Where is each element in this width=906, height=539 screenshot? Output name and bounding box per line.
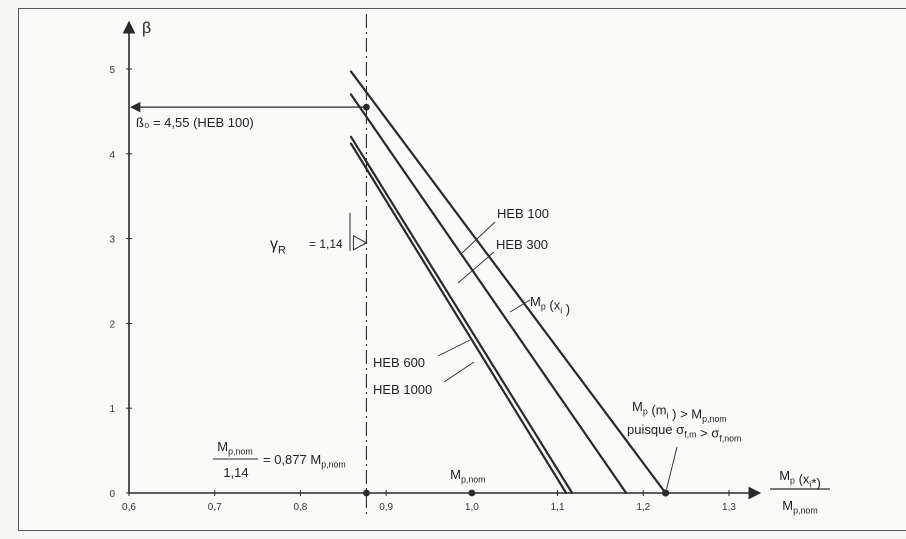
label-mp-xi: Mp (xi ) xyxy=(530,294,570,316)
leader-condition xyxy=(666,446,678,490)
y-tick-label: 1 xyxy=(109,404,115,415)
leader-heb1000 xyxy=(443,361,475,383)
beta0-label: ß₀ = 4,55 (HEB 100) xyxy=(136,115,254,130)
mp-nom-point xyxy=(468,489,476,497)
y-axis-label: β xyxy=(142,20,151,37)
y-tick-label: 3 xyxy=(109,235,115,246)
label-heb100: HEB 100 xyxy=(497,206,549,221)
beta0-point xyxy=(363,103,370,111)
axes: 0,6 0,7 0,8 0,9 1,0 1,1 1,2 1,3 0 1 2 3 4 5 β Mp (xi*) M… xyxy=(109,14,830,518)
leader-heb300 xyxy=(457,251,495,284)
x-tick-label: 1,1 xyxy=(551,502,565,513)
x-tick-label: 0,7 xyxy=(208,502,222,513)
series-line-heb600 xyxy=(349,135,574,495)
condition-line1: Mp (mi ) > Mp,nom xyxy=(632,399,727,424)
gamma-r-symbol: γR xyxy=(270,236,286,256)
label-heb300: HEB 300 xyxy=(496,237,548,252)
mp-nom-label: Mp,nom xyxy=(450,467,485,485)
series-line-heb100 xyxy=(349,70,667,495)
x-tick-label: 1,3 xyxy=(722,502,736,513)
x-tick-label: 1,0 xyxy=(465,502,479,513)
gamma-r-triangle xyxy=(352,235,368,251)
endpoint-heb100 xyxy=(661,489,670,497)
leader-heb100 xyxy=(461,221,496,254)
y-tick-label: 4 xyxy=(109,150,115,161)
x-tick-label: 0,6 xyxy=(122,502,136,513)
ratio-denominator: 1,14 xyxy=(223,465,248,480)
y-tick-label: 2 xyxy=(109,319,115,330)
x-tick-label: 0,8 xyxy=(293,502,307,513)
leader-heb600 xyxy=(437,339,471,357)
ratio-numerator: Mp,nom xyxy=(217,439,252,457)
series-line-heb1000 xyxy=(349,142,568,495)
x-axis-label-denominator: Mp,nom xyxy=(782,498,817,516)
gamma-r-value: = 1,14 xyxy=(309,237,343,251)
series-line-heb300 xyxy=(349,93,628,495)
reference-point-axis xyxy=(363,489,370,497)
label-heb600: HEB 600 xyxy=(373,355,425,370)
y-tick-label: 0 xyxy=(109,489,115,500)
ratio-result: = 0,877 Mp,nom xyxy=(263,452,346,470)
x-tick-label: 1,2 xyxy=(636,502,650,513)
x-tick-label: 0,9 xyxy=(379,502,393,513)
x-axis-label-numerator: Mp (xi*) xyxy=(779,468,821,490)
series-group xyxy=(349,70,667,495)
label-heb1000: HEB 1000 xyxy=(373,382,432,397)
annotations: ß₀ = 4,55 (HEB 100) γR = 1,14 HEB 100 HEB 30… xyxy=(129,101,741,497)
figure-frame xyxy=(18,8,906,531)
y-tick-label: 5 xyxy=(109,65,115,76)
condition-line2: puisque σf,m > σf,nom xyxy=(627,422,741,443)
leader-mp-xi xyxy=(509,299,531,313)
